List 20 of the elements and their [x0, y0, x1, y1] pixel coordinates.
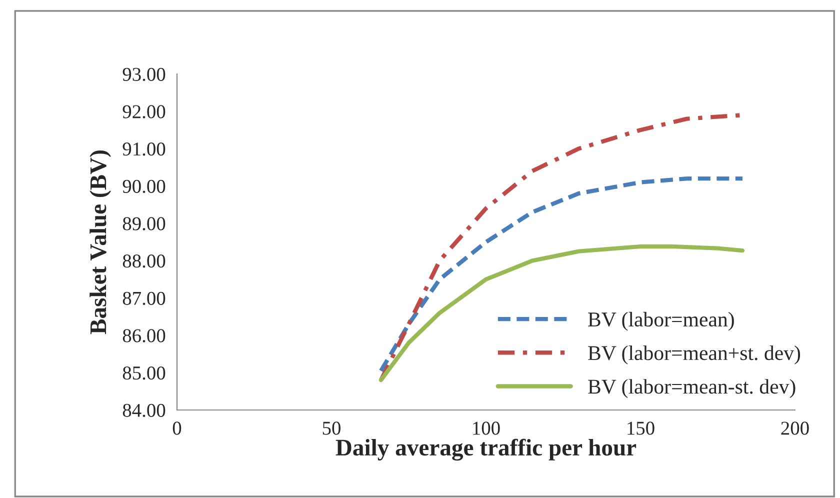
y-tick-label: 84.00 — [122, 404, 166, 418]
x-tick-label: 100 — [473, 422, 500, 435]
legend-label: BV (labor=mean+st. dev) — [588, 345, 800, 364]
x-tick-label: 50 — [322, 422, 340, 435]
y-tick-label: 92.00 — [122, 105, 166, 118]
y-tick-label: 93.00 — [122, 68, 166, 82]
x-tick-label: 150 — [628, 422, 654, 435]
legend-label: BV (labor=mean) — [588, 312, 734, 331]
y-tick-label: 89.00 — [122, 217, 166, 230]
y-tick-label: 91.00 — [122, 142, 166, 156]
y-tick-label: 90.00 — [122, 180, 166, 194]
x-tick-label: 0 — [172, 422, 182, 435]
x-tick-label: 200 — [781, 422, 809, 435]
legend-label: BV (labor=mean-st. dev) — [588, 379, 796, 398]
y-tick-label: 87.00 — [122, 292, 166, 306]
y-tick-label: 86.00 — [122, 329, 166, 342]
y-tick-label: 85.00 — [122, 366, 166, 380]
y-tick-label: 88.00 — [122, 254, 166, 268]
y-axis-title: Basket Value (BV) — [90, 150, 112, 334]
x-axis-title: Daily average traffic per hour — [336, 438, 636, 461]
